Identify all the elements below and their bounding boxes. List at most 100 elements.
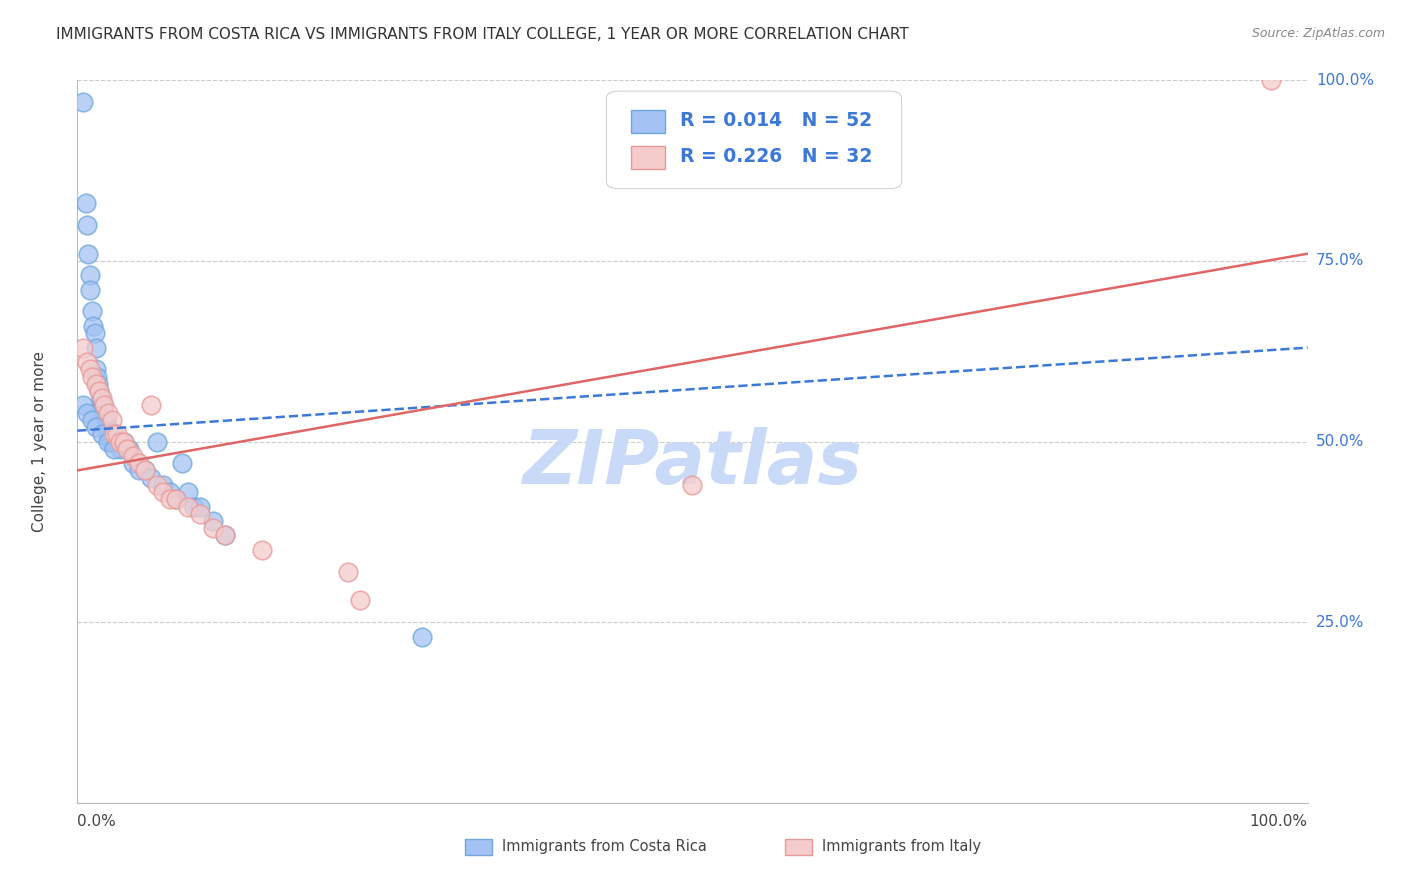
Point <box>76 406 98 420</box>
Point <box>79 268 101 283</box>
Point <box>79 362 101 376</box>
Point <box>82 304 104 318</box>
Point <box>72 398 94 412</box>
Point <box>79 283 101 297</box>
Point <box>97 427 120 442</box>
Point <box>72 341 94 355</box>
Point <box>84 376 107 391</box>
Point <box>134 463 156 477</box>
Point <box>110 434 132 449</box>
Point <box>75 196 97 211</box>
Bar <box>631 146 665 169</box>
Point <box>159 485 181 500</box>
Point <box>214 528 236 542</box>
Text: 50.0%: 50.0% <box>1316 434 1364 449</box>
Text: R = 0.014   N = 52: R = 0.014 N = 52 <box>681 111 872 129</box>
Point <box>103 434 125 449</box>
Point <box>101 434 124 449</box>
Text: 25.0%: 25.0% <box>1316 615 1364 630</box>
Point <box>112 434 135 449</box>
Text: ZIPatlas: ZIPatlas <box>523 426 862 500</box>
Point <box>105 427 128 442</box>
Point <box>177 500 200 514</box>
Point <box>152 485 174 500</box>
Point <box>201 521 224 535</box>
Text: IMMIGRANTS FROM COSTA RICA VS IMMIGRANTS FROM ITALY COLLEGE, 1 YEAR OR MORE CORR: IMMIGRANTS FROM COSTA RICA VS IMMIGRANTS… <box>56 27 910 42</box>
Point <box>93 398 115 412</box>
Point <box>84 420 107 434</box>
Point <box>97 434 120 449</box>
Point <box>112 434 135 449</box>
Text: 100.0%: 100.0% <box>1250 814 1308 829</box>
Point <box>411 630 433 644</box>
Point <box>1260 73 1282 87</box>
Point <box>214 528 236 542</box>
Point <box>141 398 163 412</box>
Point <box>141 470 163 484</box>
Point <box>165 492 187 507</box>
Text: R = 0.226   N = 32: R = 0.226 N = 32 <box>681 146 873 166</box>
Point <box>188 507 212 521</box>
Point <box>101 413 124 427</box>
Point <box>349 593 371 607</box>
Point <box>84 341 107 355</box>
Point <box>93 406 115 420</box>
Point <box>90 427 114 442</box>
Bar <box>465 838 492 855</box>
Point <box>170 456 193 470</box>
Point <box>201 514 224 528</box>
Point <box>89 384 111 398</box>
Point <box>183 500 205 514</box>
Point <box>96 420 118 434</box>
Point <box>87 376 110 391</box>
Point <box>84 362 107 376</box>
Point <box>82 369 104 384</box>
Point <box>82 318 104 333</box>
Point <box>94 413 117 427</box>
Point <box>90 391 114 405</box>
Point <box>105 434 128 449</box>
Point <box>159 492 181 507</box>
Point <box>188 500 212 514</box>
FancyBboxPatch shape <box>606 91 901 189</box>
Point <box>121 456 143 470</box>
Text: 100.0%: 100.0% <box>1316 73 1374 87</box>
Point <box>118 442 141 456</box>
Point <box>77 246 100 260</box>
Point <box>82 413 104 427</box>
Point <box>103 427 125 442</box>
Text: Immigrants from Costa Rica: Immigrants from Costa Rica <box>502 838 707 854</box>
Point <box>76 355 98 369</box>
Point <box>83 326 105 340</box>
Point <box>91 398 114 412</box>
Point <box>115 442 138 456</box>
Point <box>121 449 143 463</box>
Point <box>103 442 125 456</box>
Point <box>110 442 132 456</box>
Text: College, 1 year or more: College, 1 year or more <box>31 351 46 532</box>
Point <box>97 406 120 420</box>
Point <box>86 369 108 384</box>
Point <box>115 442 138 456</box>
Point <box>98 427 121 442</box>
Point <box>337 565 360 579</box>
Point <box>146 434 169 449</box>
Point <box>152 478 174 492</box>
Point <box>100 434 122 449</box>
Point <box>134 463 156 477</box>
Point <box>165 492 187 507</box>
Point <box>250 542 273 557</box>
Point <box>128 463 150 477</box>
Point <box>146 478 169 492</box>
Point <box>72 95 94 109</box>
Point <box>89 384 111 398</box>
Text: 0.0%: 0.0% <box>77 814 117 829</box>
Point <box>128 456 150 470</box>
Point <box>682 478 704 492</box>
Bar <box>631 110 665 133</box>
Bar <box>785 838 811 855</box>
Point <box>90 391 112 405</box>
Text: Immigrants from Italy: Immigrants from Italy <box>821 838 981 854</box>
Text: 75.0%: 75.0% <box>1316 253 1364 268</box>
Point <box>90 398 114 412</box>
